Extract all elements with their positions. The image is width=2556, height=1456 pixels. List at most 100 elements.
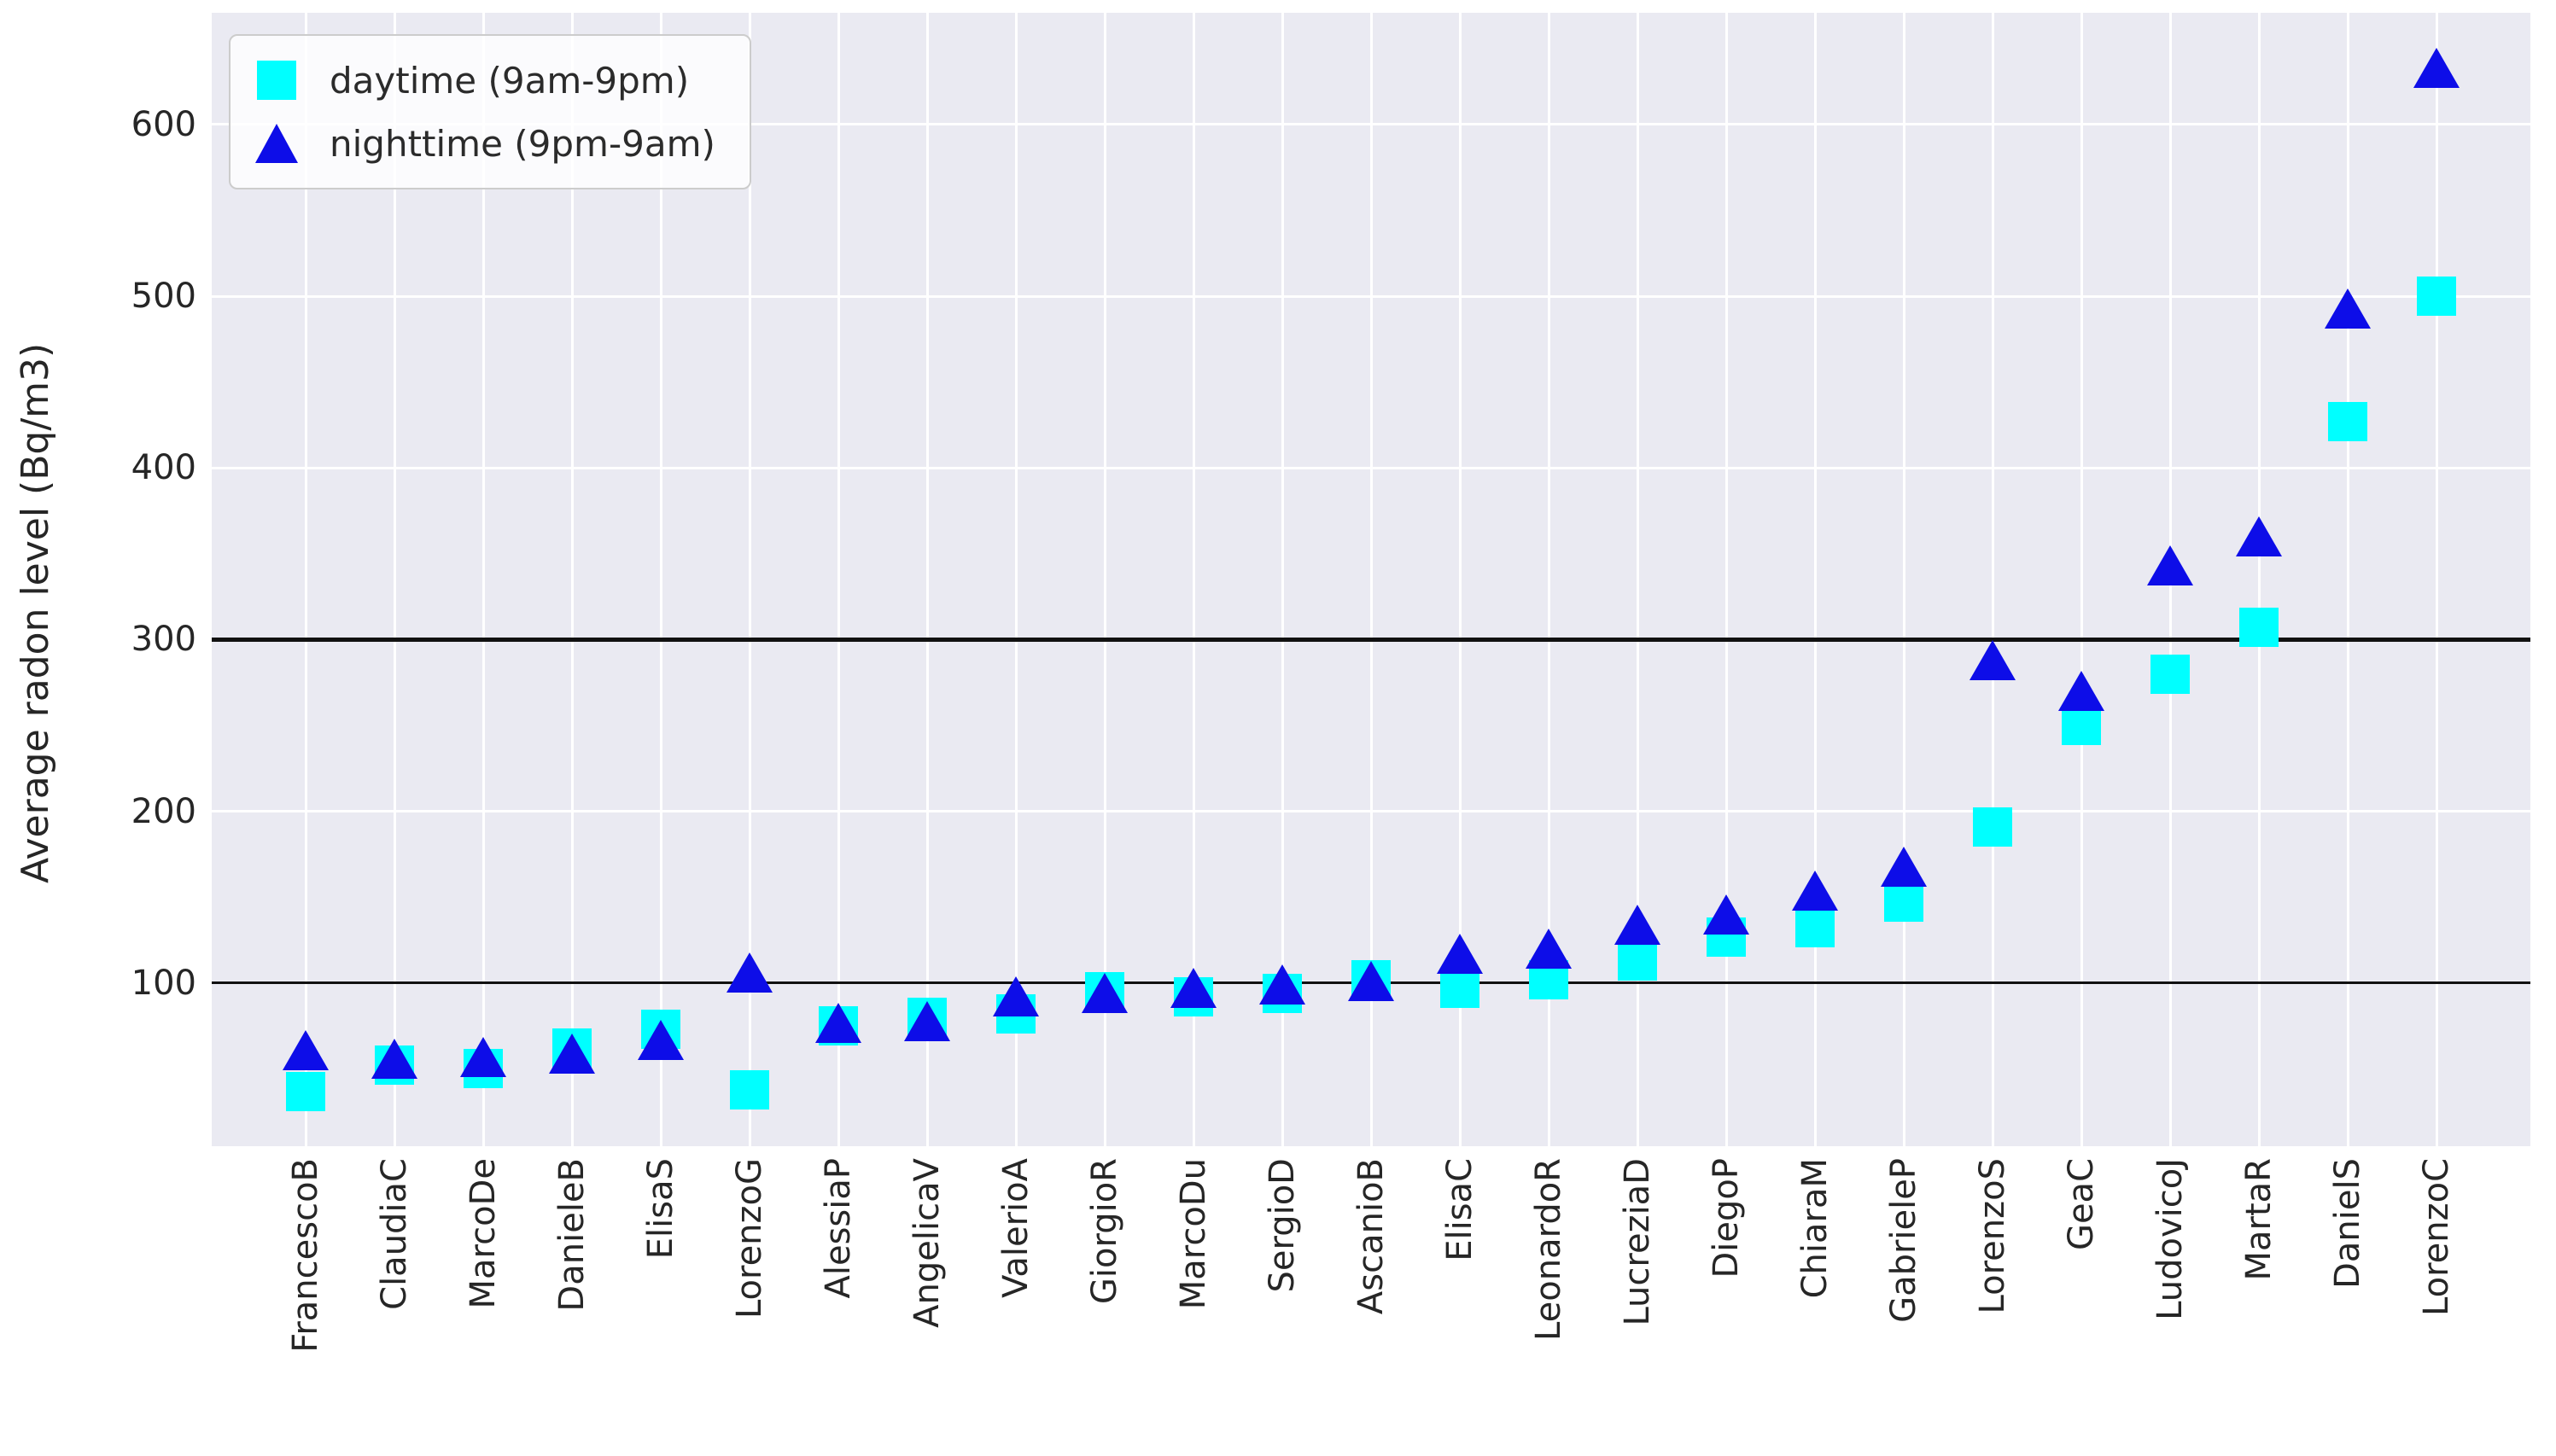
- nighttime-marker: [549, 1033, 595, 1074]
- x-gridline: [304, 13, 307, 1146]
- nighttime-marker: [1348, 961, 1394, 1002]
- nighttime-marker: [1881, 846, 1927, 887]
- daytime-marker: [1618, 941, 1657, 981]
- nighttime-marker: [283, 1029, 329, 1070]
- x-tick-label: DanieleB: [552, 1158, 592, 1312]
- x-tick-label: GabrieleP: [1884, 1158, 1923, 1323]
- nighttime-marker: [1526, 929, 1572, 970]
- daytime-marker: [2239, 608, 2279, 648]
- daytime-marker: [2328, 401, 2367, 441]
- y-tick-label: 300: [131, 620, 196, 660]
- x-gridline: [1192, 13, 1195, 1146]
- x-tick-label: AngelicaV: [907, 1158, 947, 1328]
- x-gridline: [1103, 13, 1106, 1146]
- x-tick-label: MarcoDe: [464, 1158, 503, 1309]
- nighttime-marker: [1614, 904, 1660, 945]
- legend-label-daytime: daytime (9am-9pm): [330, 59, 690, 102]
- x-gridline: [570, 13, 574, 1146]
- nighttime-marker: [1437, 934, 1483, 975]
- daytime-marker: [1973, 807, 2012, 847]
- nighttime-marker: [1082, 973, 1128, 1014]
- x-gridline: [1281, 13, 1284, 1146]
- x-gridline: [481, 13, 485, 1146]
- reference-line-300: [212, 637, 2530, 642]
- x-gridline: [1813, 13, 1817, 1146]
- x-gridline: [2257, 13, 2261, 1146]
- nighttime-marker: [1170, 968, 1217, 1009]
- x-gridline: [1724, 13, 1728, 1146]
- daytime-marker: [1440, 968, 1479, 1008]
- plot-area: [212, 13, 2530, 1146]
- x-tick-label: LorenzoC: [2417, 1158, 2456, 1316]
- x-tick-label: ClaudiaC: [375, 1158, 414, 1310]
- x-gridline: [1014, 13, 1018, 1146]
- daytime-marker: [1884, 882, 1923, 923]
- nighttime-marker: [1259, 964, 1305, 1005]
- y-tick-label: 200: [131, 791, 196, 831]
- x-gridline: [837, 13, 840, 1146]
- daytime-marker: [286, 1071, 325, 1111]
- legend-item-nighttime: nighttime (9pm-9am): [253, 119, 715, 167]
- x-tick-label: LucreziaD: [1618, 1158, 1657, 1326]
- nighttime-marker: [993, 976, 1039, 1017]
- legend-item-daytime: daytime (9am-9pm): [253, 56, 715, 104]
- x-gridline: [1991, 13, 1994, 1146]
- nighttime-marker: [2236, 516, 2282, 557]
- x-gridline: [1902, 13, 1905, 1146]
- daytime-marker: [730, 1069, 769, 1109]
- x-gridline: [393, 13, 396, 1146]
- daytime-marker: [2150, 654, 2190, 694]
- x-tick-label: GiorgioR: [1085, 1158, 1124, 1305]
- x-tick-label: LudovicoJ: [2150, 1158, 2190, 1320]
- nighttime-marker: [1703, 894, 1749, 935]
- x-gridline: [748, 13, 751, 1146]
- x-tick-label: ElisaC: [1440, 1158, 1479, 1261]
- x-tick-label: LeonardoR: [1529, 1158, 1568, 1341]
- x-tick-label: ChiaraM: [1795, 1158, 1835, 1299]
- y-tick-label: 600: [131, 104, 196, 144]
- legend: daytime (9am-9pm) nighttime (9pm-9am): [229, 34, 751, 189]
- x-tick-label: ElisaS: [641, 1158, 680, 1260]
- nighttime-marker: [2325, 288, 2371, 329]
- y-tick-label: 400: [131, 448, 196, 488]
- legend-label-nighttime: nighttime (9pm-9am): [330, 122, 715, 165]
- x-tick-label: MarcoDu: [1174, 1158, 1213, 1310]
- nighttime-marker: [2413, 47, 2460, 88]
- nighttime-marker: [638, 1019, 684, 1060]
- x-tick-label: DiegoP: [1707, 1158, 1746, 1278]
- nighttime-marker: [904, 1000, 950, 1041]
- x-tick-label: AscanioB: [1351, 1158, 1391, 1315]
- daytime-marker: [1795, 908, 1835, 948]
- x-gridline: [2435, 13, 2438, 1146]
- x-gridline: [1547, 13, 1550, 1146]
- nighttime-triangle-icon: [253, 119, 301, 167]
- x-gridline: [2346, 13, 2349, 1146]
- x-gridline: [925, 13, 929, 1146]
- x-tick-label: ValerioA: [996, 1158, 1036, 1298]
- x-gridline: [1636, 13, 1639, 1146]
- x-gridline: [2080, 13, 2083, 1146]
- x-gridline: [659, 13, 662, 1146]
- nighttime-marker: [460, 1036, 506, 1077]
- nighttime-marker: [2147, 545, 2193, 586]
- daytime-square-icon: [253, 56, 301, 104]
- y-axis-title: Average radon level (Bq/m3): [14, 342, 57, 883]
- daytime-marker: [2417, 277, 2456, 316]
- x-tick-label: AlessiaP: [819, 1158, 858, 1299]
- y-tick-label: 100: [131, 963, 196, 1003]
- nighttime-marker: [727, 952, 773, 993]
- nighttime-marker: [371, 1038, 417, 1079]
- daytime-marker: [2062, 706, 2101, 746]
- x-gridline: [1369, 13, 1373, 1146]
- x-gridline: [1458, 13, 1462, 1146]
- nighttime-marker: [2058, 671, 2104, 712]
- nighttime-marker: [1792, 870, 1838, 911]
- x-tick-label: FrancescoB: [286, 1158, 325, 1353]
- nighttime-marker: [815, 1002, 861, 1043]
- x-tick-label: SergioD: [1263, 1158, 1302, 1293]
- nighttime-marker: [1970, 640, 2016, 681]
- x-tick-label: LorenzoS: [1973, 1158, 2012, 1314]
- x-tick-label: MartaR: [2239, 1158, 2279, 1281]
- x-tick-label: DanielS: [2328, 1158, 2367, 1289]
